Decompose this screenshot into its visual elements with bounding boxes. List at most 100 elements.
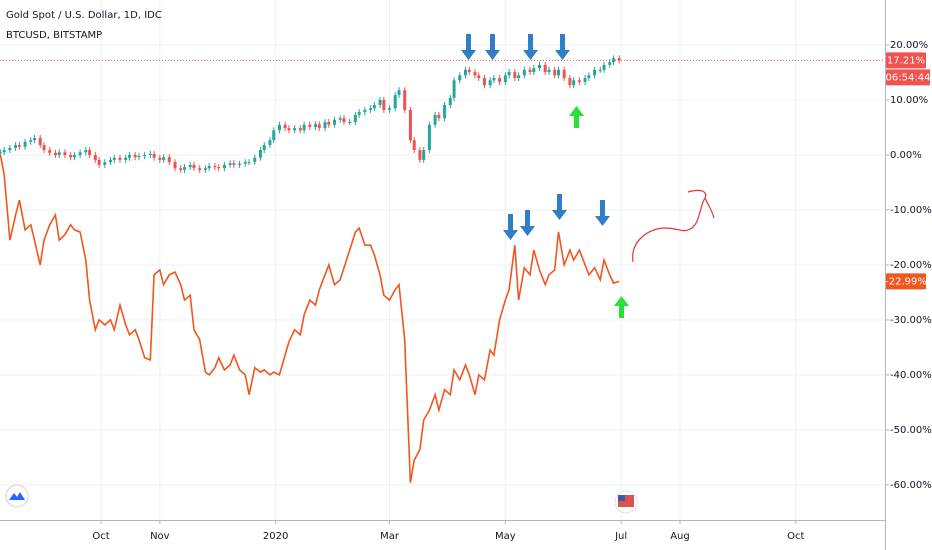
candle (63, 152, 67, 156)
candle (137, 156, 141, 158)
price-label-box (886, 52, 926, 69)
candle (308, 124, 312, 127)
candle (247, 162, 251, 164)
candle (167, 157, 171, 163)
candle (513, 72, 517, 79)
candle (323, 122, 327, 129)
candle (302, 124, 306, 131)
candle (488, 80, 492, 86)
candle (612, 58, 616, 63)
candle (482, 78, 486, 86)
candle (593, 69, 597, 76)
y-tick-label: 10.00% (890, 95, 928, 106)
candle (467, 69, 471, 73)
candle (452, 80, 456, 98)
candle (532, 68, 536, 73)
candle (507, 72, 511, 76)
y-tick-label: -10.00% (890, 205, 932, 216)
candle (317, 124, 321, 129)
candle (29, 140, 33, 142)
candle (572, 80, 576, 86)
candle (412, 140, 416, 151)
y-tick-label: 0.00% (890, 150, 922, 161)
candle (477, 75, 481, 79)
candle (243, 162, 247, 164)
candle (148, 153, 152, 156)
candle (33, 137, 37, 141)
candle (283, 124, 287, 129)
candle (232, 163, 236, 165)
candle (152, 153, 156, 158)
candle (298, 128, 302, 131)
candle (124, 157, 128, 160)
candle (277, 124, 281, 131)
candle (492, 78, 496, 81)
candle (53, 152, 57, 156)
logo (5, 484, 29, 508)
candle (84, 150, 88, 153)
candle (353, 114, 357, 123)
candle (97, 159, 101, 165)
candle (258, 150, 262, 158)
candle (547, 69, 551, 73)
y-tick-label: -20.00% (890, 260, 932, 271)
btc-line (0, 154, 620, 483)
x-tick-label: Oct (787, 531, 804, 542)
y-tick-label: -50.00% (890, 425, 932, 436)
legend-btc: BTCUSD, BITSTAMP (6, 30, 102, 41)
candle (42, 145, 46, 151)
candle (342, 118, 346, 123)
candle (583, 78, 587, 82)
x-tick-label: Aug (670, 531, 690, 542)
candle (403, 90, 407, 110)
candle (357, 112, 361, 115)
price-label: -22.99% (885, 276, 927, 287)
candle (397, 90, 401, 96)
candle (443, 104, 447, 119)
candle (522, 69, 526, 76)
candle (14, 145, 18, 148)
candle (253, 157, 257, 163)
candle (69, 155, 73, 158)
legend-gold: Gold Spot / U.S. Dollar, 1D, IDC (6, 10, 162, 21)
candle (543, 64, 547, 73)
candle (8, 147, 12, 151)
candle (503, 75, 507, 82)
candle (162, 157, 166, 160)
candle (127, 155, 131, 158)
candle (448, 97, 452, 105)
candle (577, 80, 581, 82)
candle (437, 114, 441, 119)
candle (262, 145, 266, 151)
candle (602, 64, 606, 70)
candle (348, 122, 352, 124)
candle (498, 78, 502, 82)
candle (57, 152, 61, 156)
candle (528, 69, 532, 73)
candle (238, 163, 242, 165)
candle (213, 166, 217, 168)
grid (0, 0, 885, 520)
candle (222, 164, 226, 169)
candle (388, 108, 392, 110)
candle (158, 157, 162, 160)
candle (473, 72, 477, 76)
countdown-box (886, 69, 930, 86)
candle (378, 100, 382, 105)
candle (568, 78, 572, 86)
candle (207, 166, 211, 169)
candle (112, 157, 116, 160)
candle (327, 122, 331, 125)
candle (23, 141, 27, 147)
candle (338, 118, 342, 120)
candle (463, 69, 467, 76)
candle (103, 162, 107, 165)
candle (556, 69, 560, 76)
candle (427, 124, 431, 151)
candle (108, 159, 112, 163)
candle (608, 62, 612, 65)
candle (78, 152, 82, 156)
x-tick-label: Jul (614, 531, 627, 542)
